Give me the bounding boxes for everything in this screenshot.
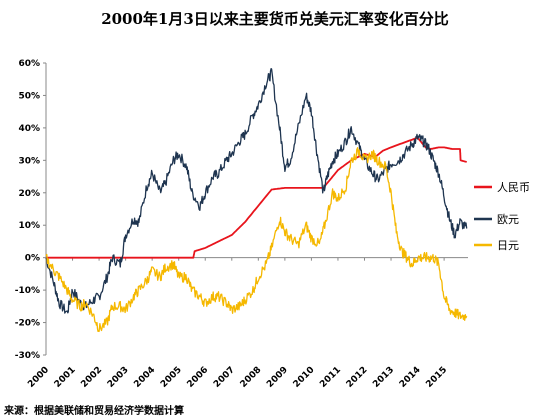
x-tick-label: 2011 xyxy=(318,365,343,390)
x-tick-label: 2005 xyxy=(159,365,184,390)
series-layer xyxy=(45,67,468,333)
y-tick-label: 50% xyxy=(18,91,40,101)
x-tick-label: 2010 xyxy=(292,365,317,390)
y-tick-label: -30% xyxy=(15,351,40,361)
y-tick-label: 10% xyxy=(18,221,40,231)
y-tick-label: -10% xyxy=(15,286,40,296)
x-tick-label: 2007 xyxy=(212,365,237,390)
y-tick-label: 20% xyxy=(18,189,40,199)
x-tick-label: 2008 xyxy=(239,365,264,390)
x-tick-label: 2013 xyxy=(371,365,396,390)
x-tick-label: 2004 xyxy=(132,365,157,390)
series-line-2 xyxy=(45,67,468,314)
x-tick-label: 2014 xyxy=(398,365,423,390)
y-tick-label: 60% xyxy=(18,59,40,69)
legend-label: 人民币 xyxy=(497,181,530,194)
x-tick-label: 2001 xyxy=(53,365,78,390)
x-tick-label: 2015 xyxy=(424,365,449,390)
legend-label: 日元 xyxy=(497,239,519,252)
y-tick-label: 0% xyxy=(25,254,40,264)
chart-title: 2000年1月3日以来主要货币兑美元汇率变化百分比 xyxy=(101,10,449,28)
y-tick-label: 30% xyxy=(18,156,40,166)
x-tick-label: 2012 xyxy=(345,365,370,390)
x-tick-label: 2006 xyxy=(186,365,211,390)
y-tick-label: 40% xyxy=(18,124,40,134)
x-tick-label: 2009 xyxy=(265,365,290,390)
series-line-3 xyxy=(45,147,468,333)
x-tick-label: 2003 xyxy=(106,365,131,390)
legend-label: 欧元 xyxy=(497,213,519,226)
y-tick-label: -20% xyxy=(15,319,40,329)
x-tick-label: 2002 xyxy=(79,365,104,390)
source-note: 来源：根据美联储和贸易经济学数据计算 xyxy=(4,406,184,417)
series-line-1 xyxy=(46,136,468,259)
x-tick-label: 2000 xyxy=(26,365,51,390)
